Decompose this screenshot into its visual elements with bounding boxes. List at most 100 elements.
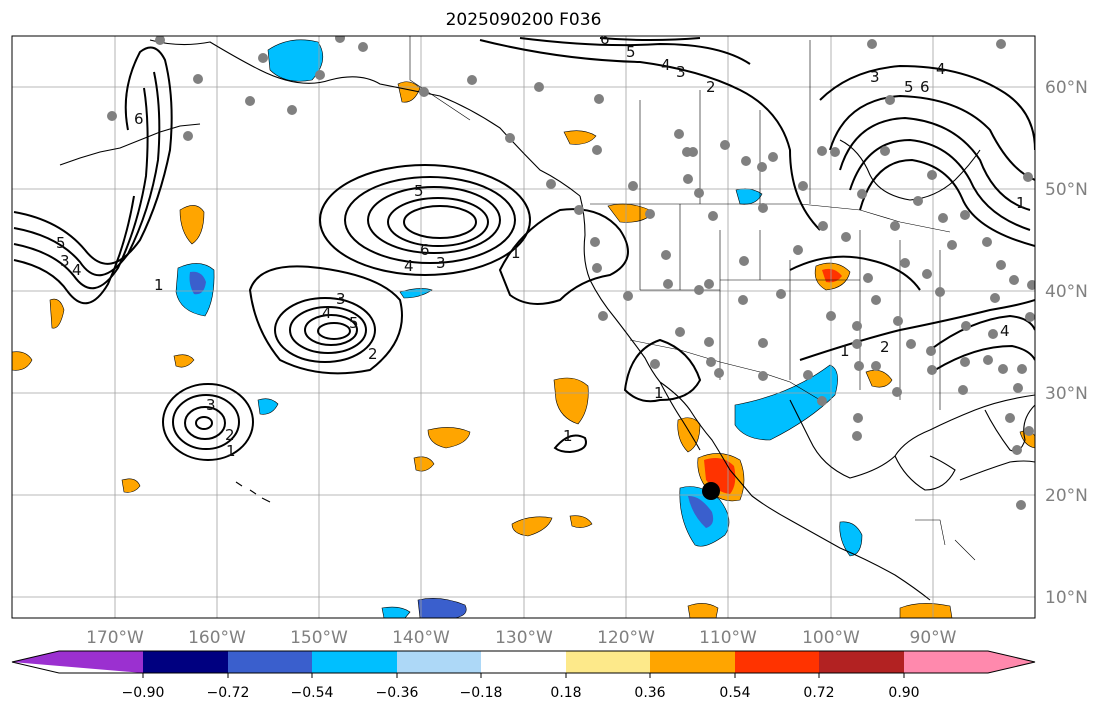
- graticule: [12, 36, 1035, 618]
- contour-low-south-5: [317, 322, 351, 340]
- contour-east-4: [789, 255, 921, 291]
- lon-label-120: 120°W: [597, 628, 655, 648]
- contour-label-4h: 4: [936, 60, 946, 78]
- contour-label-1: 1: [511, 244, 521, 262]
- contour-north-2: [519, 37, 751, 65]
- contour-label-1i: 1: [840, 342, 850, 360]
- coast-us-west: [579, 195, 661, 383]
- contour-label-3: 3: [336, 290, 346, 308]
- coast-yucatan: [894, 455, 956, 491]
- contour-label-6h: 6: [920, 78, 930, 96]
- contour-north-3: [599, 37, 701, 41]
- contour-east-2: [929, 314, 1035, 351]
- longitude-labels: 170°W 160°W 150°W 140°W 130°W 120°W 110°…: [86, 628, 957, 648]
- lat-label-30: 30°N: [1045, 384, 1088, 404]
- contour-low-center-4: [387, 197, 489, 247]
- contour-label-4g: 4: [661, 56, 671, 74]
- coast-hawaii: [235, 481, 271, 503]
- contour-label-3b: 3: [436, 254, 446, 272]
- contour-ne-1: [819, 64, 1035, 151]
- lat-label-40: 40°N: [1045, 282, 1088, 302]
- contour-label-4d: 4: [72, 261, 82, 279]
- contour-label-1c: 1: [226, 442, 236, 460]
- contour-label-2: 2: [368, 345, 378, 363]
- contour-label-5h: 5: [904, 78, 914, 96]
- contour-low-center-2: [344, 176, 516, 264]
- contour-ne-2: [829, 94, 1035, 181]
- shade-neg-baja-core: [688, 495, 714, 528]
- shade-neg-mexico: [734, 364, 838, 441]
- map-frame: [11, 35, 1036, 619]
- colorbar-tick-6: 0.18: [550, 685, 581, 701]
- contour-label-1f: 1: [654, 384, 664, 402]
- contour-label-4i: 4: [1000, 322, 1010, 340]
- shade-pos-pacific1: [553, 377, 589, 425]
- contour-label-2c: 2: [225, 426, 235, 444]
- colorbar-tick-2: −0.72: [207, 685, 250, 701]
- lon-label-90: 90°W: [910, 628, 957, 648]
- shade-pos-small13: [413, 456, 435, 472]
- storm-center-marker: [702, 482, 720, 500]
- contour-hawaii-1: [162, 383, 254, 461]
- coast-baja: [659, 381, 731, 471]
- shade-neg-small1: [257, 398, 279, 415]
- contour-label-3g: 3: [676, 63, 686, 81]
- shade-pos-hawaii-west: [179, 205, 205, 245]
- contour-low-south-1: [248, 265, 403, 375]
- contour-low-center-3: [367, 186, 501, 254]
- contour-low-center-1: [319, 164, 531, 276]
- colorbar-tick-4: −0.36: [376, 685, 419, 701]
- lat-label-10: 10°N: [1045, 588, 1088, 608]
- colorbar: −0.90 −0.72 −0.54 −0.36 −0.18 0.18 0.36 …: [11, 650, 1036, 701]
- coast-alaska: [149, 39, 581, 197]
- shade-pos-pacific3: [511, 516, 553, 537]
- contour-ne-3: [839, 116, 1031, 211]
- contour-east-1: [799, 299, 1035, 361]
- contour-label-6: 6: [134, 110, 144, 128]
- colorbar-segment-3: [312, 651, 397, 673]
- colorbar-tick-9: 0.72: [803, 685, 834, 701]
- lat-label-50: 50°N: [1045, 180, 1088, 200]
- figure-title: 2025090200 F036: [445, 10, 602, 30]
- contour-label-1h: 1: [1016, 194, 1026, 212]
- contour-label-3c: 3: [206, 396, 216, 414]
- contour-value-labels: 6 5 4 3 2 1 6 3 4 5 3 2 1 1 5 4 3 1 1 6 …: [56, 30, 1026, 460]
- colorbar-segment-2: [228, 651, 312, 673]
- stations: [107, 36, 1035, 510]
- shade-pos-small6: [899, 603, 953, 618]
- colorbar-max-extend: [904, 651, 1035, 673]
- contour-low-south-2: [274, 297, 376, 363]
- contour-label-4: 4: [404, 257, 414, 275]
- shade-neg-small3: [381, 606, 411, 618]
- shade-pos-small10: [121, 478, 141, 493]
- contour-coast-1: [498, 208, 629, 305]
- colorbar-segment-1: [143, 651, 228, 673]
- contour-mexico-small: [553, 434, 587, 454]
- contour-label-5g: 5: [626, 43, 636, 61]
- contour-label-3d: 3: [60, 252, 70, 270]
- contours: [13, 37, 1035, 461]
- colorbar-tick-1: −0.90: [122, 685, 165, 701]
- contour-ne-4: [849, 138, 1031, 231]
- shade-neg-hawaii-core: [189, 271, 206, 295]
- contour-ridge-west-4: [13, 195, 135, 305]
- shade-pos-pacific2: [427, 427, 471, 449]
- shade-pos-small12: [563, 130, 597, 145]
- contour-ridge-west-2: [13, 71, 161, 277]
- contour-label-1d: 1: [154, 276, 164, 294]
- contour-low-center-5: [403, 205, 477, 239]
- shade-pos-small4: [822, 268, 842, 283]
- lon-label-130: 130°W: [495, 628, 553, 648]
- contour-label-5d: 5: [56, 234, 66, 252]
- colorbar-tick-10: 0.90: [888, 685, 919, 701]
- colorbar-tick-5: −0.18: [460, 685, 503, 701]
- contour-ridge-west: [13, 46, 173, 265]
- lon-label-100: 100°W: [802, 628, 860, 648]
- colorbar-segment-4: [397, 651, 481, 673]
- colorbar-tick-7: 0.36: [634, 685, 665, 701]
- contour-ne-5: [859, 158, 1035, 247]
- lon-label-140: 140°W: [392, 628, 450, 648]
- shade-pos-small8: [12, 351, 33, 371]
- shade-pos-small9: [49, 298, 65, 329]
- contour-label-6g: 6: [600, 30, 610, 48]
